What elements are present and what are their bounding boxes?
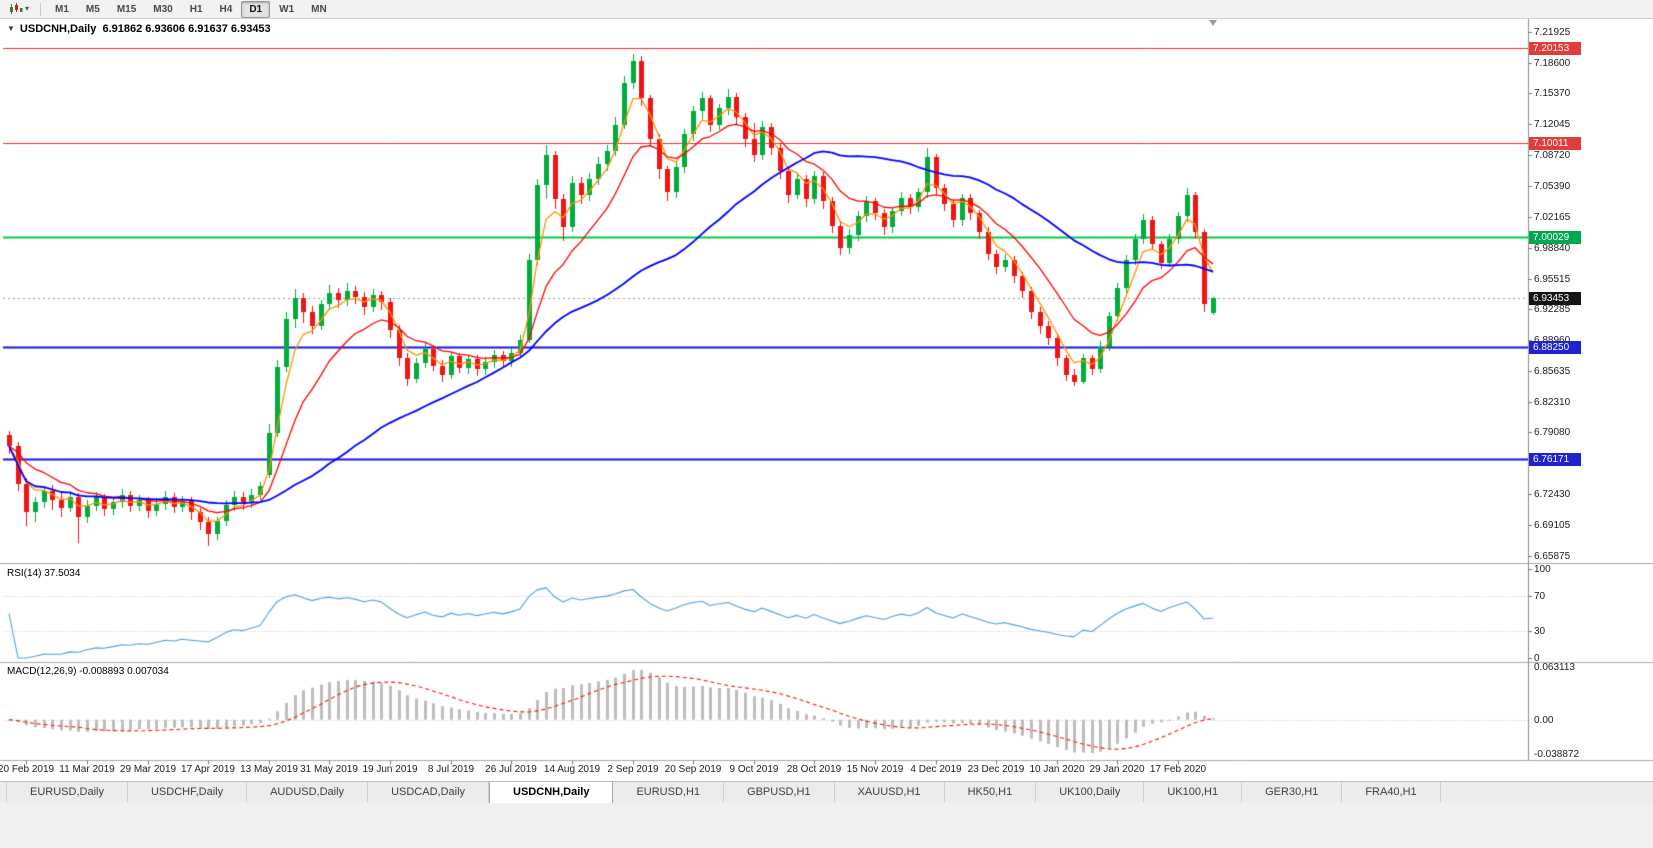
chart-tab-ger30-h1[interactable]: GER30,H1	[1242, 782, 1343, 803]
chart-tab-audusd-daily[interactable]: AUDUSD,Daily	[247, 782, 369, 803]
chart-tab-gbpusd-h1[interactable]: GBPUSD,H1	[724, 782, 835, 803]
chart-tab-uk100-daily[interactable]: UK100,Daily	[1036, 782, 1145, 803]
chart-tab-usdcnh-daily[interactable]: USDCNH,Daily	[489, 782, 614, 803]
chart-tab-uk100-h1[interactable]: UK100,H1	[1144, 782, 1243, 803]
window-footer	[0, 803, 1653, 848]
chart-tab-eurusd-daily[interactable]: EURUSD,Daily	[6, 782, 128, 803]
chart-tab-xauusd-h1[interactable]: XAUUSD,H1	[835, 782, 945, 803]
chart-tab-hk50-h1[interactable]: HK50,H1	[945, 782, 1037, 803]
chart-tab-usdcad-daily[interactable]: USDCAD,Daily	[368, 782, 490, 803]
chart-tab-bar: EURUSD,Daily USDCHF,Daily AUDUSD,Daily USDC…	[0, 781, 1653, 803]
chart-tab-fra40-h1[interactable]: FRA40,H1	[1342, 782, 1441, 803]
chart-tab-usdchf-daily[interactable]: USDCHF,Daily	[128, 782, 248, 803]
chart-tab-eurusd-h1[interactable]: EURUSD,H1	[613, 782, 725, 803]
